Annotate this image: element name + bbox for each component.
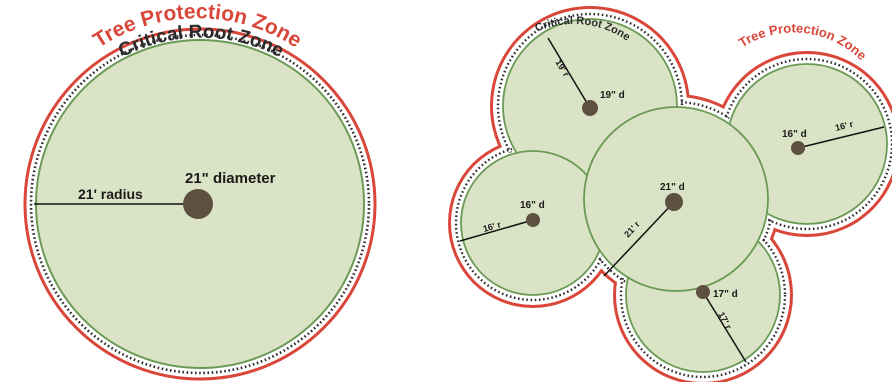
trunk-tree-21 bbox=[665, 193, 683, 211]
radius-label-tree-16-right: 16' r bbox=[834, 119, 855, 133]
trunk-tree-16-right bbox=[791, 141, 805, 155]
single-trunk bbox=[183, 189, 213, 219]
single-crz-boundary bbox=[29, 33, 371, 375]
radius-line-tree-16-right bbox=[797, 126, 885, 149]
trunk-tree-17 bbox=[696, 285, 710, 299]
diameter-label-tree-16-left: 16" d bbox=[520, 200, 545, 211]
radius-line-tree-21 bbox=[603, 201, 675, 277]
single-diameter-label: 21" diameter bbox=[185, 170, 276, 187]
trunk-tree-16-left bbox=[526, 213, 540, 227]
group-trees-diagram: 19" d 16" d 21" d 16" d 17" d 19' r 16' … bbox=[448, 6, 892, 382]
trunk-tree-19 bbox=[582, 100, 598, 116]
diameter-label-tree-19: 19" d bbox=[600, 90, 625, 101]
diameter-label-tree-21: 21" d bbox=[660, 182, 685, 193]
single-radius-label: 21' radius bbox=[78, 186, 143, 202]
radius-line-tree-16-left bbox=[459, 219, 534, 242]
single-tree-diagram: 21" diameter 21' radius Tree Protection … bbox=[23, 0, 377, 381]
diameter-label-tree-17: 17" d bbox=[713, 289, 738, 300]
diameter-label-tree-16-right: 16" d bbox=[782, 129, 807, 140]
radius-label-tree-16-left: 16' r bbox=[482, 219, 503, 234]
radius-line-tree-17 bbox=[702, 291, 747, 363]
radius-line-tree-19 bbox=[547, 37, 591, 109]
